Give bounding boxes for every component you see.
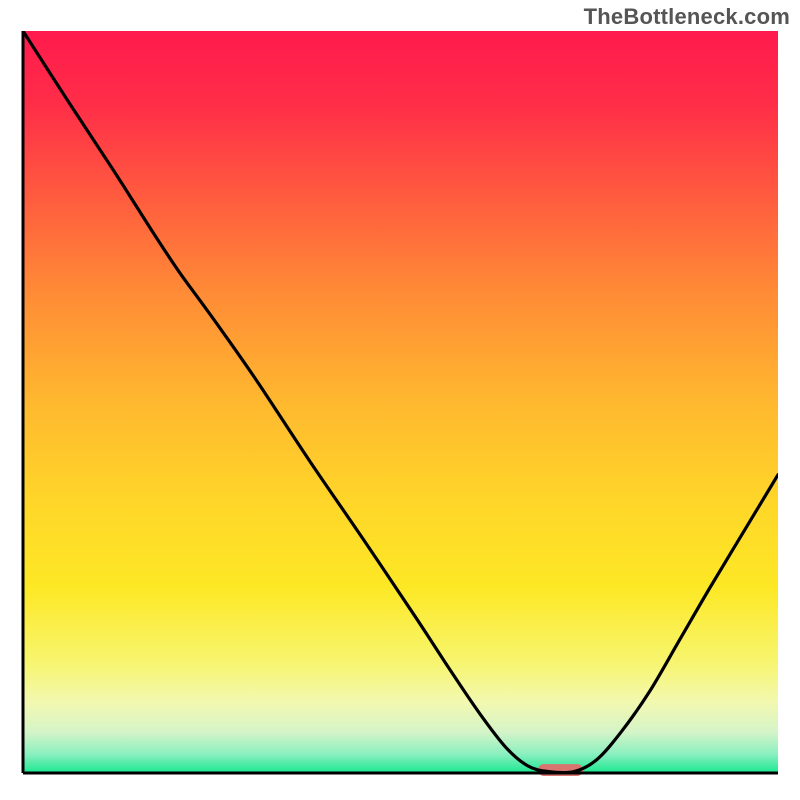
chart-container: TheBottleneck.com [0, 0, 800, 800]
watermark-text: TheBottleneck.com [584, 4, 790, 30]
bottleneck-chart [0, 0, 800, 800]
gradient-background [23, 31, 778, 773]
